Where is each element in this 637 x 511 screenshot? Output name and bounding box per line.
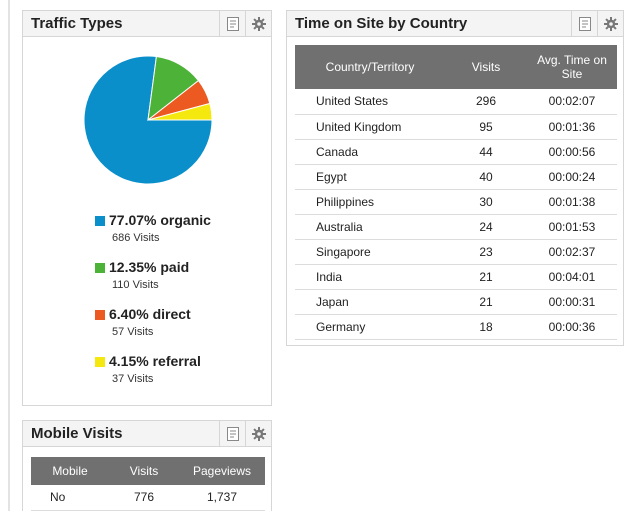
cell-pageviews: 1,737 bbox=[179, 485, 265, 511]
settings-button[interactable] bbox=[245, 11, 271, 37]
column-header-visits[interactable]: Visits bbox=[445, 45, 527, 89]
time-on-site-by-country-widget: Time on Site by Country Country/Territor… bbox=[286, 10, 624, 346]
column-header-country[interactable]: Country/Territory bbox=[295, 45, 445, 89]
widget-header: Mobile Visits bbox=[23, 421, 271, 447]
cell-visits: 21 bbox=[445, 289, 527, 315]
cell-country: Philippines bbox=[295, 189, 445, 215]
cell-time: 00:00:24 bbox=[527, 164, 617, 190]
settings-button[interactable] bbox=[597, 11, 623, 37]
column-header-visits[interactable]: Visits bbox=[109, 457, 179, 485]
settings-button[interactable] bbox=[245, 421, 271, 447]
cell-country: Egypt bbox=[295, 164, 445, 190]
cell-time: 00:01:38 bbox=[527, 189, 617, 215]
cell-country: Singapore bbox=[295, 239, 445, 265]
country-table: Country/Territory Visits Avg. Time on Sit… bbox=[295, 45, 617, 340]
legend-label: 4.15% referral bbox=[109, 353, 201, 369]
report-icon bbox=[226, 17, 239, 31]
pie-slice-referral[interactable] bbox=[147, 102, 213, 121]
widget-title: Time on Site by Country bbox=[295, 15, 468, 32]
cell-time: 00:02:07 bbox=[527, 89, 617, 115]
cell-visits: 40 bbox=[445, 164, 527, 190]
page-left-border bbox=[8, 0, 10, 511]
table-row: No 776 1,737 bbox=[31, 485, 265, 511]
cell-visits: 24 bbox=[445, 214, 527, 240]
column-header-pageviews[interactable]: Pageviews bbox=[179, 457, 265, 485]
cell-time: 00:00:31 bbox=[527, 289, 617, 315]
table-row: India 21 00:04:01 bbox=[295, 264, 617, 290]
traffic-pie-chart bbox=[83, 55, 213, 185]
gear-icon bbox=[251, 427, 266, 441]
column-header-avg-time-line1: Avg. Time on bbox=[537, 53, 607, 67]
cell-visits: 44 bbox=[445, 139, 527, 165]
widget-header: Traffic Types bbox=[23, 11, 271, 37]
table-row: Germany 18 00:00:36 bbox=[295, 314, 617, 340]
table-row: Philippines 30 00:01:38 bbox=[295, 189, 617, 215]
cell-visits: 23 bbox=[445, 239, 527, 265]
cell-visits: 21 bbox=[445, 264, 527, 290]
cell-time: 00:01:53 bbox=[527, 214, 617, 240]
table-row: Japan 21 00:00:31 bbox=[295, 289, 617, 315]
report-icon bbox=[226, 427, 239, 441]
cell-country: Canada bbox=[295, 139, 445, 165]
table-row: Australia 24 00:01:53 bbox=[295, 214, 617, 240]
table-header-row: Country/Territory Visits Avg. Time on Sit… bbox=[295, 45, 617, 89]
cell-country: Japan bbox=[295, 289, 445, 315]
cell-visits: 296 bbox=[445, 89, 527, 115]
cell-mobile: No bbox=[31, 485, 109, 511]
cell-country: United States bbox=[295, 89, 445, 115]
legend-label: 77.07% organic bbox=[109, 212, 211, 228]
widget-title: Mobile Visits bbox=[31, 425, 123, 442]
gear-icon bbox=[603, 17, 618, 31]
widget-header: Time on Site by Country bbox=[287, 11, 623, 37]
cell-visits: 18 bbox=[445, 314, 527, 340]
legend-visits: 686 Visits bbox=[112, 232, 160, 244]
cell-country: Germany bbox=[295, 314, 445, 340]
cell-country: India bbox=[295, 264, 445, 290]
cell-country: United Kingdom bbox=[295, 114, 445, 140]
cell-time: 00:01:36 bbox=[527, 114, 617, 140]
report-button[interactable] bbox=[219, 11, 245, 37]
report-button[interactable] bbox=[219, 421, 245, 447]
report-icon bbox=[578, 17, 591, 31]
cell-time: 00:00:56 bbox=[527, 139, 617, 165]
table-header-row: Mobile Visits Pageviews bbox=[31, 457, 265, 485]
cell-time: 00:04:01 bbox=[527, 264, 617, 290]
legend-visits: 110 Visits bbox=[112, 279, 159, 291]
column-header-mobile[interactable]: Mobile bbox=[31, 457, 109, 485]
table-row: United States 296 00:02:07 bbox=[295, 89, 617, 115]
traffic-types-widget: Traffic Types 77.07% organic 686 Visits … bbox=[22, 10, 272, 406]
cell-time: 00:00:36 bbox=[527, 314, 617, 340]
table-row: Egypt 40 00:00:24 bbox=[295, 164, 617, 190]
legend-label: 6.40% direct bbox=[109, 306, 191, 322]
column-header-avg-time-line2: Site bbox=[561, 67, 583, 81]
column-header-avg-time[interactable]: Avg. Time on Site bbox=[527, 45, 617, 89]
legend-swatch bbox=[95, 216, 105, 226]
table-row: Canada 44 00:00:56 bbox=[295, 139, 617, 165]
widget-title: Traffic Types bbox=[31, 15, 123, 32]
cell-visits: 95 bbox=[445, 114, 527, 140]
cell-time: 00:02:37 bbox=[527, 239, 617, 265]
gear-icon bbox=[251, 17, 266, 31]
legend-visits: 57 Visits bbox=[112, 326, 154, 338]
legend-swatch bbox=[95, 357, 105, 367]
legend-swatch bbox=[95, 310, 105, 320]
cell-visits: 30 bbox=[445, 189, 527, 215]
table-row: United Kingdom 95 00:01:36 bbox=[295, 114, 617, 140]
table-row: Singapore 23 00:02:37 bbox=[295, 239, 617, 265]
report-button[interactable] bbox=[571, 11, 597, 37]
legend-swatch bbox=[95, 263, 105, 273]
legend-visits: 37 Visits bbox=[112, 373, 154, 385]
mobile-table: Mobile Visits Pageviews No 776 1,737 bbox=[31, 457, 265, 511]
cell-country: Australia bbox=[295, 214, 445, 240]
cell-visits: 776 bbox=[109, 485, 179, 511]
legend-label: 12.35% paid bbox=[109, 259, 190, 275]
mobile-visits-widget: Mobile Visits Mobile Visits Pageviews No… bbox=[22, 420, 272, 511]
